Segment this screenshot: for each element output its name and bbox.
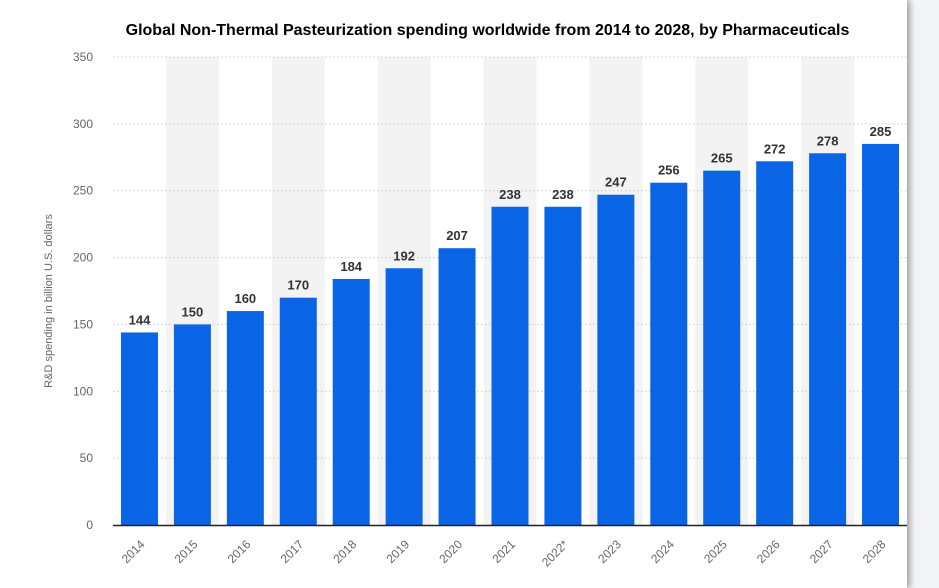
bar [544, 206, 582, 525]
bar-value-label: 150 [182, 304, 204, 319]
bar-value-label: 272 [764, 141, 786, 156]
bar-value-label: 238 [552, 187, 574, 202]
x-tick-label: 2025 [701, 537, 730, 566]
x-tick-label: 2028 [860, 537, 889, 566]
y-tick-label: 200 [73, 251, 93, 265]
bar [279, 297, 317, 525]
bar [650, 182, 688, 526]
bar-chart: 0 50 100 150 200 250 300 350 144 150 160 170 184 192… [43, 50, 907, 569]
bars [120, 143, 900, 526]
bar-value-label: 247 [605, 175, 627, 190]
bar [862, 143, 900, 525]
bar-value-label: 265 [711, 151, 733, 166]
x-tick-label: 2022* [539, 537, 571, 569]
chart-title: Global Non-Thermal Pasteurization spendi… [125, 22, 850, 39]
x-tick-label: 2016 [225, 537, 254, 566]
bar-value-label: 160 [234, 291, 256, 306]
bar [597, 194, 635, 525]
bar-value-label: 170 [287, 278, 309, 293]
bar-value-label: 192 [393, 248, 415, 263]
x-tick-label: 2021 [489, 537, 518, 566]
x-tick-label: 2014 [119, 537, 148, 566]
bar [173, 324, 211, 525]
y-tick-label: 150 [73, 317, 93, 331]
x-tick-label: 2020 [436, 537, 465, 566]
bar [438, 248, 476, 525]
bar [226, 311, 264, 525]
x-tick-label: 2026 [754, 537, 783, 566]
bar-value-label: 285 [870, 124, 892, 139]
x-tick-label: 2018 [331, 537, 360, 566]
x-tick-label: 2019 [383, 537, 412, 566]
bar [491, 206, 529, 525]
y-axis-label: R&D spending in billion U.S. dollars [43, 214, 55, 388]
bar [332, 278, 370, 525]
bar [756, 161, 794, 525]
bar-value-labels: 144 150 160 170 184 192 207 238 238 247 256 265 272 2… [129, 124, 892, 328]
x-tick-label: 2027 [807, 537, 836, 566]
bar-value-label: 238 [499, 187, 521, 202]
y-tick-labels: 0 50 100 150 200 250 300 350 [73, 50, 93, 532]
bar-value-label: 144 [129, 312, 151, 327]
bar-value-label: 278 [817, 133, 839, 148]
bar-value-label: 256 [658, 163, 680, 178]
bar-value-label: 184 [340, 259, 362, 274]
y-tick-label: 250 [73, 184, 93, 198]
y-tick-label: 50 [80, 451, 94, 465]
x-tick-label: 2015 [172, 537, 201, 566]
chart-frame: Global Non-Thermal Pasteurization spendi… [0, 0, 907, 588]
y-tick-label: 0 [86, 518, 93, 532]
x-tick-labels: 2014 2015 2016 2017 2018 2019 2020 2021 2022* 202… [119, 537, 889, 569]
x-tick-label: 2024 [648, 537, 677, 566]
bar [120, 332, 158, 525]
y-tick-label: 350 [73, 50, 93, 64]
bar-value-label: 207 [446, 228, 468, 243]
y-tick-label: 100 [73, 384, 93, 398]
bar [385, 268, 423, 525]
y-tick-label: 300 [73, 117, 93, 131]
bar [703, 170, 741, 525]
x-tick-label: 2017 [278, 537, 307, 566]
x-tick-label: 2023 [595, 537, 624, 566]
bar [809, 153, 847, 525]
